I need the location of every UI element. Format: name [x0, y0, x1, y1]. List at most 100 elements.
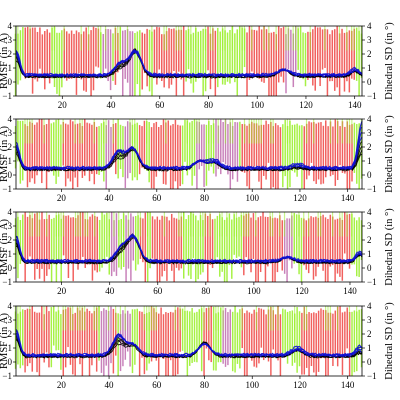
structure-bar	[351, 213, 353, 265]
y-tick-label-right: 4	[367, 207, 372, 217]
structure-bar	[112, 119, 114, 144]
structure-bar	[179, 125, 181, 187]
structure-bar	[202, 212, 204, 237]
structure-bar	[79, 119, 81, 144]
structure-bar	[142, 218, 144, 263]
structure-bar	[248, 312, 251, 357]
structure-bar	[265, 29, 268, 76]
structure-bar	[341, 219, 344, 281]
structure-bar	[196, 121, 198, 189]
structure-bar	[289, 311, 291, 351]
structure-bar	[50, 123, 53, 167]
structure-bar	[198, 121, 201, 170]
structure-bar	[280, 28, 282, 77]
x-tick-label: 40	[105, 193, 115, 203]
structure-bar	[317, 217, 320, 267]
structure-bar	[239, 121, 241, 168]
structure-bar	[139, 30, 141, 96]
structure-bar	[356, 306, 358, 331]
structure-bar	[284, 119, 286, 177]
structure-bar	[110, 212, 113, 277]
structure-bar	[251, 313, 253, 361]
structure-bar	[348, 306, 351, 331]
structure-bar	[129, 119, 131, 144]
structure-bar	[97, 26, 99, 51]
structure-bar	[271, 212, 274, 237]
structure-bar	[255, 312, 258, 368]
structure-bar	[346, 212, 348, 237]
structure-bar	[183, 212, 185, 237]
structure-bar	[184, 306, 186, 331]
structure-bar	[98, 219, 101, 272]
x-tick-label: 100	[245, 193, 259, 203]
structure-bar	[343, 32, 346, 92]
structure-bar	[248, 119, 250, 144]
structure-bar	[209, 213, 211, 265]
structure-bar	[190, 34, 192, 84]
rmsf-series-line	[15, 149, 363, 172]
structure-bar	[17, 306, 19, 331]
structure-bar	[204, 26, 207, 51]
structure-bar	[100, 32, 102, 79]
structure-bar	[137, 215, 139, 265]
structure-bar	[24, 212, 26, 282]
x-tick-label: 80	[200, 193, 210, 203]
structure-bar	[234, 33, 236, 83]
structure-bar	[358, 26, 360, 51]
structure-bar	[69, 306, 71, 331]
structure-bar	[295, 214, 298, 263]
y-tick-label-left: 3	[8, 128, 13, 138]
structure-bar	[308, 312, 310, 376]
structure-bar	[294, 306, 296, 331]
structure-bar	[255, 119, 257, 144]
structure-bar	[93, 306, 95, 331]
x-tick-label: 120	[293, 193, 307, 203]
structure-bar	[136, 122, 138, 181]
structure-bar	[115, 306, 117, 331]
structure-bar	[231, 219, 233, 279]
structure-bar	[197, 220, 199, 280]
structure-bar	[36, 122, 38, 176]
structure-bar	[150, 306, 153, 362]
structure-bar	[98, 306, 100, 361]
structure-bar	[169, 311, 172, 361]
structure-bar	[96, 216, 98, 273]
structure-bar	[174, 119, 177, 182]
structure-bar	[286, 125, 289, 189]
structure-bar	[46, 218, 48, 276]
structure-bar	[53, 217, 55, 265]
y-tick-label-right: 4	[367, 301, 372, 311]
structure-bar	[156, 26, 158, 85]
structure-bar	[129, 313, 131, 367]
structure-bar	[156, 216, 159, 282]
structure-bar	[209, 212, 211, 237]
y-tick-label-right: 3	[367, 221, 372, 231]
structure-bar	[221, 28, 224, 85]
structure-bar	[31, 122, 33, 179]
x-tick-label: 140	[343, 286, 357, 296]
structure-bar	[241, 124, 243, 172]
structure-bar	[298, 125, 301, 169]
plot-frame	[15, 118, 363, 190]
structure-bar	[303, 212, 305, 237]
structure-bar	[348, 312, 351, 376]
structure-bar	[174, 309, 177, 376]
structure-bar	[298, 212, 300, 237]
structure-bar	[251, 26, 253, 51]
structure-bar	[267, 217, 269, 267]
structure-bar	[247, 213, 250, 262]
structure-bar	[74, 212, 77, 237]
structure-bar	[303, 218, 305, 266]
y-tick-label-right: 0	[367, 77, 372, 87]
structure-bar	[260, 29, 263, 82]
structure-bar	[303, 126, 306, 189]
structure-bar	[314, 26, 316, 91]
structure-bar	[190, 212, 192, 237]
structure-bar	[358, 30, 360, 97]
structure-bar	[336, 307, 339, 367]
structure-bar	[243, 215, 245, 276]
structure-bar	[336, 119, 339, 144]
structure-bar	[199, 212, 202, 237]
structure-bar	[199, 30, 202, 76]
x-tick-label: 40	[107, 100, 117, 110]
